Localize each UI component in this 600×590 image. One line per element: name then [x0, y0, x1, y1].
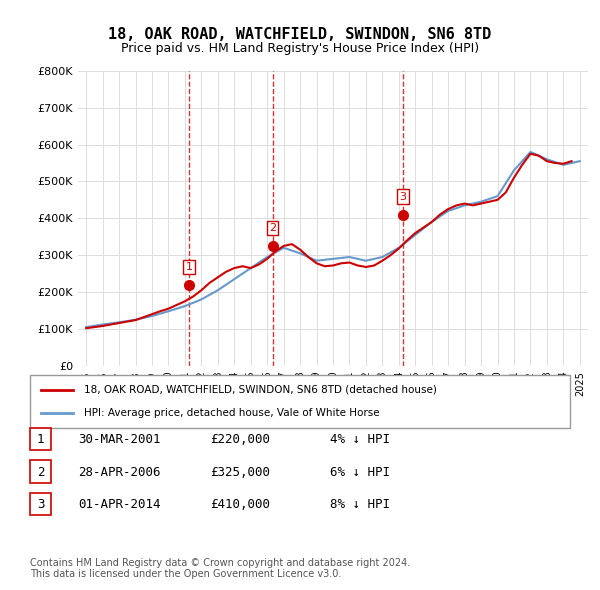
- Text: 1: 1: [185, 262, 193, 272]
- Text: 1: 1: [37, 433, 44, 446]
- Text: 2: 2: [37, 466, 44, 478]
- Text: 01-APR-2014: 01-APR-2014: [78, 498, 161, 511]
- Text: Contains HM Land Registry data © Crown copyright and database right 2024.
This d: Contains HM Land Registry data © Crown c…: [30, 558, 410, 579]
- Text: 3: 3: [37, 498, 44, 511]
- Text: 2: 2: [269, 223, 276, 233]
- Text: 6% ↓ HPI: 6% ↓ HPI: [330, 466, 390, 478]
- Text: 30-MAR-2001: 30-MAR-2001: [78, 433, 161, 446]
- Text: 8% ↓ HPI: 8% ↓ HPI: [330, 498, 390, 511]
- FancyBboxPatch shape: [30, 375, 570, 428]
- Text: £410,000: £410,000: [210, 498, 270, 511]
- Text: £325,000: £325,000: [210, 466, 270, 478]
- Text: 18, OAK ROAD, WATCHFIELD, SWINDON, SN6 8TD: 18, OAK ROAD, WATCHFIELD, SWINDON, SN6 8…: [109, 27, 491, 41]
- Text: HPI: Average price, detached house, Vale of White Horse: HPI: Average price, detached house, Vale…: [84, 408, 380, 418]
- Text: 28-APR-2006: 28-APR-2006: [78, 466, 161, 478]
- Text: 4% ↓ HPI: 4% ↓ HPI: [330, 433, 390, 446]
- Text: Price paid vs. HM Land Registry's House Price Index (HPI): Price paid vs. HM Land Registry's House …: [121, 42, 479, 55]
- Text: 18, OAK ROAD, WATCHFIELD, SWINDON, SN6 8TD (detached house): 18, OAK ROAD, WATCHFIELD, SWINDON, SN6 8…: [84, 385, 437, 395]
- Text: £220,000: £220,000: [210, 433, 270, 446]
- Text: 3: 3: [400, 192, 406, 202]
